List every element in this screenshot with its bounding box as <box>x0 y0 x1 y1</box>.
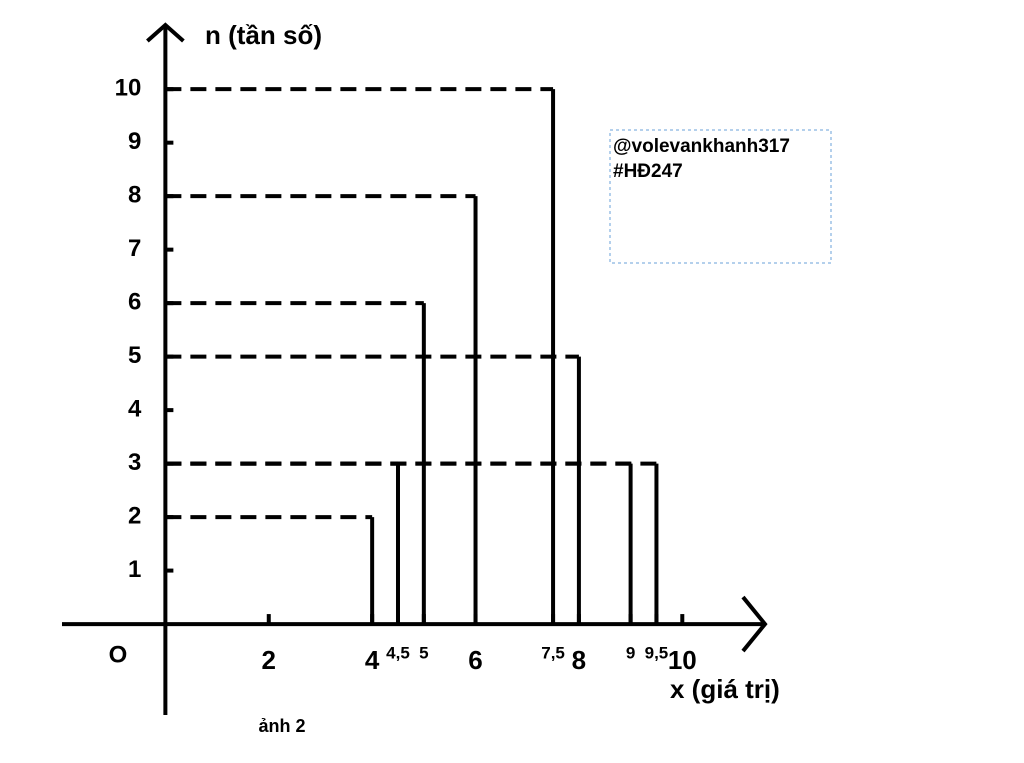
y-tick-label: 10 <box>115 75 142 102</box>
annotation: @volevankhanh317 <box>613 136 790 157</box>
y-tick-label: 5 <box>128 342 141 369</box>
x-arrow <box>741 595 768 653</box>
x-tick-label: 4 <box>365 645 380 675</box>
y-arrow <box>146 22 185 43</box>
y-axis-label: n (tần số) <box>205 20 322 50</box>
y-tick-label: 1 <box>128 556 141 583</box>
y-tick-label: 8 <box>128 182 141 209</box>
x-tick-label: 10 <box>668 645 697 675</box>
y-tick-label: 6 <box>128 288 141 315</box>
text-box[interactable] <box>609 129 832 264</box>
x-tick-label: 6 <box>468 645 482 675</box>
annotation: #HĐ247 <box>613 161 683 182</box>
x-tick-label: 9 <box>626 644 635 663</box>
y-tick-label: 7 <box>128 235 141 262</box>
x-tick-label: 8 <box>572 645 586 675</box>
y-tick-label: 9 <box>128 128 141 155</box>
y-tick-label: 4 <box>128 395 142 422</box>
x-tick-label: 7,5 <box>541 644 565 663</box>
x-axis-label: x (giá trị) <box>670 674 780 704</box>
y-tick-label: 3 <box>128 449 141 476</box>
y-tick-label: 2 <box>128 502 141 529</box>
x-tick-label: 5 <box>419 644 428 663</box>
caption: ảnh 2 <box>258 716 305 736</box>
x-tick-label: 9,5 <box>645 644 669 663</box>
x-tick-label: 4,5 <box>386 644 410 663</box>
x-tick-label: 2 <box>262 645 276 675</box>
origin-label: O <box>109 641 128 668</box>
